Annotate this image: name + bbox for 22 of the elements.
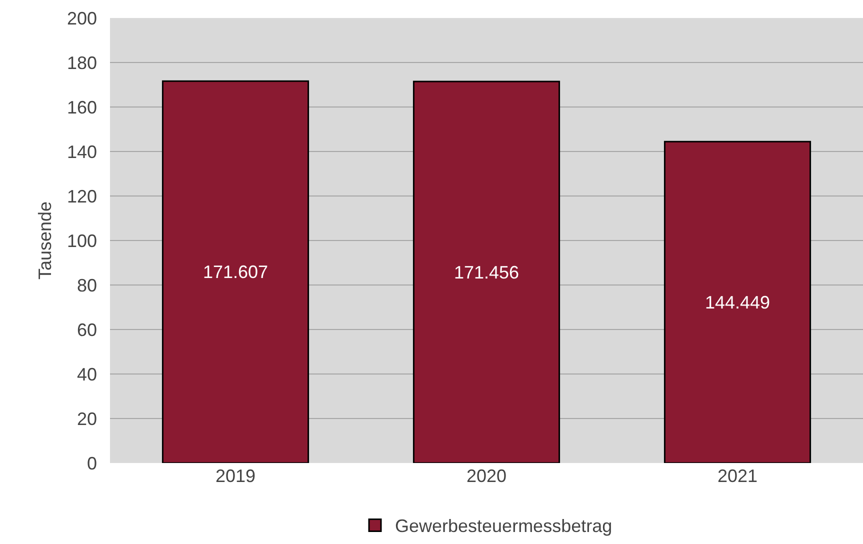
bar xyxy=(664,140,812,463)
y-tick-label: 20 xyxy=(76,408,97,429)
bar xyxy=(162,80,310,463)
x-tick-label: 2020 xyxy=(466,466,507,486)
y-tick-label: 180 xyxy=(66,52,97,73)
data-label: 171.456 xyxy=(454,262,520,282)
y-tick-label: 60 xyxy=(76,320,97,340)
legend-label: Gewerbesteuermessbetrag xyxy=(395,516,612,536)
x-tick-label: 2019 xyxy=(215,466,256,486)
y-tick-label: 140 xyxy=(66,142,97,162)
data-label: 144.449 xyxy=(704,292,770,312)
y-tick-label: 40 xyxy=(76,364,97,384)
y-axis-title: Tausende xyxy=(35,201,56,280)
y-tick-label: 120 xyxy=(66,186,97,206)
y-tick-label: 160 xyxy=(66,97,97,118)
bar xyxy=(412,80,560,463)
y-tick-label: 200 xyxy=(66,8,97,28)
y-tick-label: 100 xyxy=(66,230,97,251)
x-tick-label: 2021 xyxy=(717,466,758,486)
data-label: 171.607 xyxy=(202,262,268,282)
y-tick-label: 0 xyxy=(86,453,97,474)
y-tick-label: 80 xyxy=(76,275,97,296)
